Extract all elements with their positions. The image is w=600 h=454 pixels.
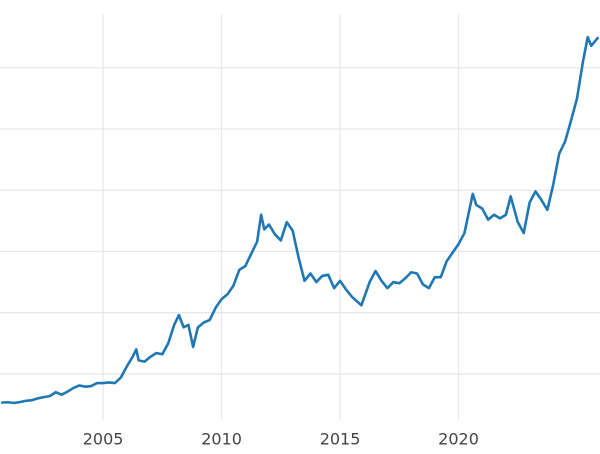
x-tick-label: 2015	[320, 430, 361, 449]
x-tick-label: 2020	[438, 430, 479, 449]
price-line	[1, 35, 600, 405]
x-tick-label: 2005	[83, 430, 124, 449]
x-tick-label: 2010	[201, 430, 242, 449]
